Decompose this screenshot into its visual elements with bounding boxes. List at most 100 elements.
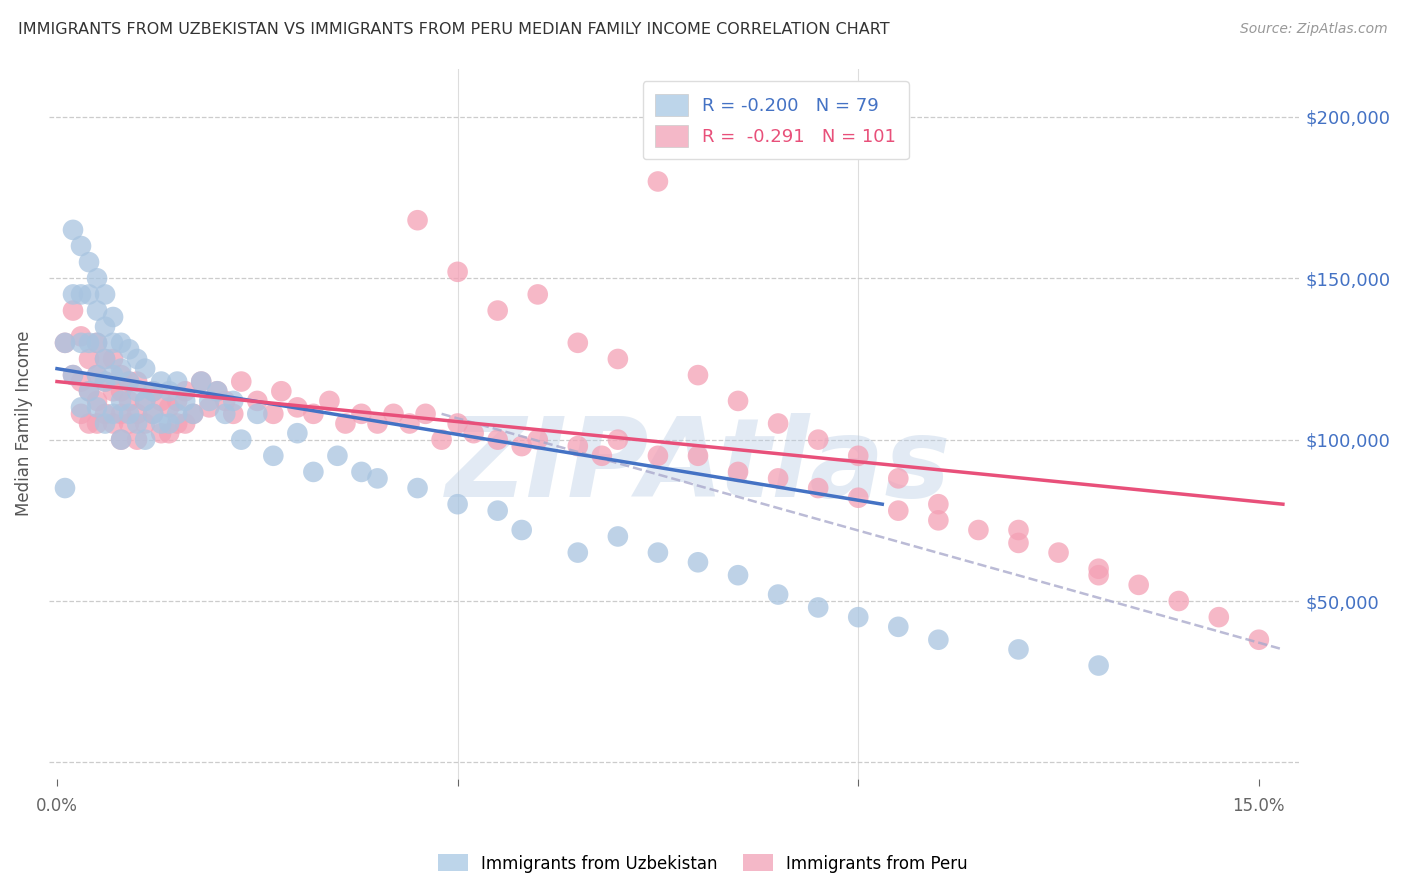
Point (94, 287, 117, 301)
Point (110, 384, 132, 399)
Point (118, 407, 141, 421)
Point (246, 393, 269, 408)
Point (77, 384, 100, 399)
Point (1208, 610, 1230, 624)
Point (846, 491, 869, 505)
Point (807, 481, 830, 495)
Point (94, 375, 117, 389)
Point (686, 449, 709, 463)
Point (350, 465, 373, 479)
Point (86, 368, 108, 383)
Point (157, 426, 180, 441)
Point (302, 465, 325, 479)
Point (285, 401, 308, 415)
Point (101, 368, 124, 383)
Point (406, 213, 429, 227)
Point (927, 497, 949, 511)
Point (1007, 523, 1029, 537)
Point (166, 375, 188, 389)
Text: IMMIGRANTS FROM UZBEKISTAN VS IMMIGRANTS FROM PERU MEDIAN FAMILY INCOME CORRELAT: IMMIGRANTS FROM UZBEKISTAN VS IMMIGRANTS… (18, 22, 890, 37)
Point (207, 384, 229, 399)
Point (887, 471, 910, 485)
Legend: Immigrants from Uzbekistan, Immigrants from Peru: Immigrants from Uzbekistan, Immigrants f… (432, 847, 974, 880)
Point (246, 407, 269, 421)
Point (510, 439, 533, 453)
Point (927, 632, 949, 647)
Point (150, 417, 173, 431)
Point (174, 384, 197, 399)
Point (142, 407, 165, 421)
Y-axis label: Median Family Income: Median Family Income (15, 331, 32, 516)
Point (86, 401, 108, 415)
Point (166, 393, 188, 408)
Point (686, 555, 709, 569)
Point (86, 335, 108, 350)
Point (262, 449, 284, 463)
Point (486, 433, 509, 447)
Point (174, 393, 197, 408)
Point (1167, 594, 1189, 608)
Point (53, 335, 76, 350)
Point (350, 407, 373, 421)
Point (110, 335, 132, 350)
Point (142, 384, 165, 399)
Point (127, 351, 149, 366)
Point (77, 384, 100, 399)
Point (166, 407, 188, 421)
Point (526, 433, 548, 447)
Point (222, 393, 245, 408)
Point (190, 375, 212, 389)
Point (157, 384, 180, 399)
Point (94, 375, 117, 389)
Point (526, 287, 548, 301)
Point (127, 375, 149, 389)
Point (142, 407, 165, 421)
Point (77, 417, 100, 431)
Point (134, 417, 156, 431)
Point (887, 620, 910, 634)
Point (174, 417, 197, 431)
Point (150, 393, 173, 408)
Point (647, 174, 669, 188)
Point (118, 343, 141, 357)
Point (647, 449, 669, 463)
Point (967, 523, 990, 537)
Point (86, 271, 108, 285)
Point (142, 384, 165, 399)
Point (86, 393, 108, 408)
Point (110, 433, 132, 447)
Point (887, 503, 910, 517)
Point (77, 351, 100, 366)
Point (302, 407, 325, 421)
Point (157, 401, 180, 415)
Legend: R = -0.200   N = 79, R =  -0.291   N = 101: R = -0.200 N = 79, R = -0.291 N = 101 (643, 81, 908, 160)
Point (101, 384, 124, 399)
Point (647, 546, 669, 560)
Point (807, 600, 830, 615)
Point (1007, 642, 1029, 657)
Point (62, 303, 84, 318)
Point (198, 401, 221, 415)
Point (262, 407, 284, 421)
Point (101, 335, 124, 350)
Point (62, 287, 84, 301)
Point (110, 433, 132, 447)
Point (70, 401, 93, 415)
Point (118, 393, 141, 408)
Point (727, 465, 749, 479)
Point (101, 351, 124, 366)
Point (606, 529, 628, 543)
Point (1087, 568, 1109, 582)
Point (166, 417, 188, 431)
Point (62, 223, 84, 237)
Point (415, 407, 437, 421)
Point (127, 407, 149, 421)
Point (270, 384, 292, 399)
Point (1128, 578, 1150, 592)
Point (94, 319, 117, 334)
Point (134, 393, 156, 408)
Point (846, 449, 869, 463)
Point (807, 433, 830, 447)
Point (86, 335, 108, 350)
Text: Source: ZipAtlas.com: Source: ZipAtlas.com (1240, 22, 1388, 37)
